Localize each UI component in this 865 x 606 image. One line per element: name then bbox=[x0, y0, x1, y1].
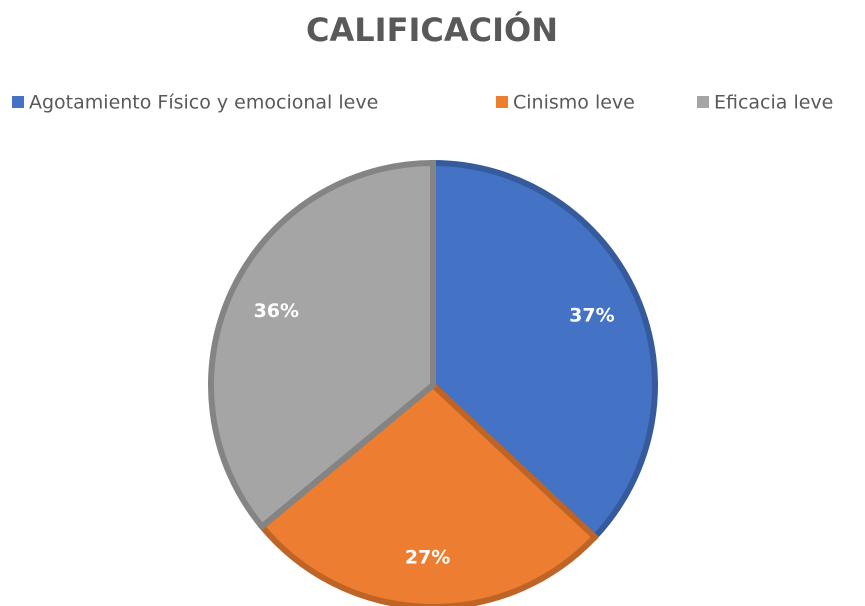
legend-label: Agotamiento Físico y emocional leve bbox=[29, 92, 378, 114]
pie-slice bbox=[257, 381, 600, 606]
legend-label: Eficacia leve bbox=[714, 92, 833, 114]
pie-slice bbox=[208, 159, 436, 531]
pie-slice bbox=[430, 159, 658, 542]
data-label: 37% bbox=[569, 305, 614, 327]
legend-swatch bbox=[12, 96, 24, 108]
legend-label: Cinismo leve bbox=[513, 92, 635, 114]
data-label: 27% bbox=[405, 547, 450, 569]
chart-title: CALIFICACIÓN bbox=[306, 10, 558, 49]
legend-swatch bbox=[496, 96, 508, 108]
legend-swatch bbox=[697, 96, 709, 108]
data-label: 36% bbox=[254, 300, 299, 322]
